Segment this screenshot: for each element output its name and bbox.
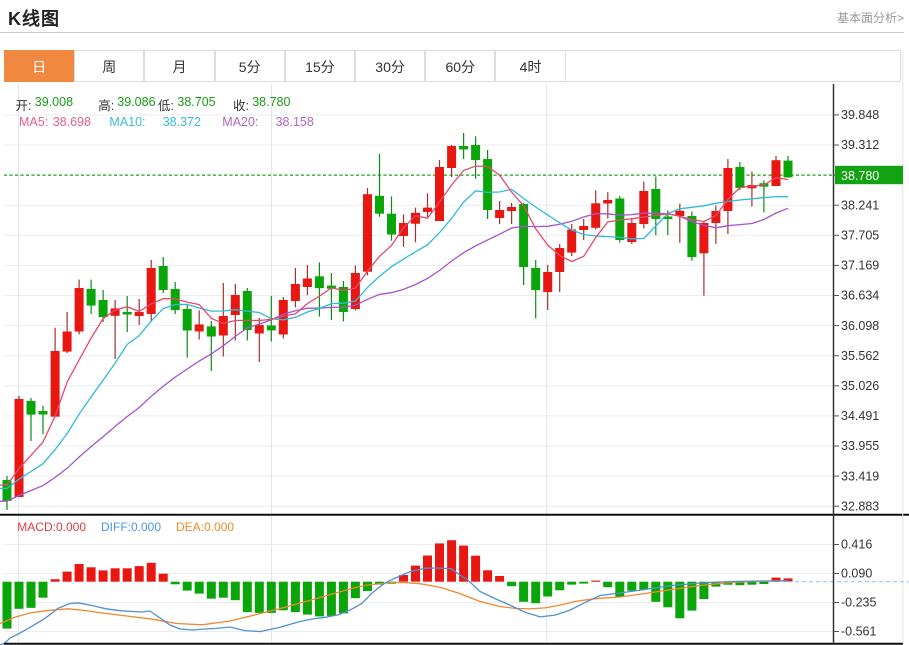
svg-text:35.562: 35.562: [841, 349, 879, 363]
svg-text:0.416: 0.416: [841, 538, 872, 552]
svg-text:33.419: 33.419: [841, 469, 879, 483]
svg-text:35.026: 35.026: [841, 379, 879, 393]
svg-text:33.955: 33.955: [841, 439, 879, 453]
svg-text:38.780: 38.780: [841, 169, 879, 183]
svg-text:39.312: 39.312: [841, 138, 879, 152]
svg-text:-0.561: -0.561: [841, 625, 876, 639]
svg-text:34.491: 34.491: [841, 409, 879, 423]
svg-text:39.848: 39.848: [841, 108, 879, 122]
svg-text:0.090: 0.090: [841, 567, 872, 581]
svg-text:38.241: 38.241: [841, 198, 879, 212]
svg-text:-0.235: -0.235: [841, 596, 876, 610]
svg-text:37.705: 37.705: [841, 229, 879, 243]
svg-text:32.883: 32.883: [841, 499, 879, 513]
svg-text:36.634: 36.634: [841, 289, 879, 303]
svg-text:37.169: 37.169: [841, 259, 879, 273]
svg-text:36.098: 36.098: [841, 319, 879, 333]
